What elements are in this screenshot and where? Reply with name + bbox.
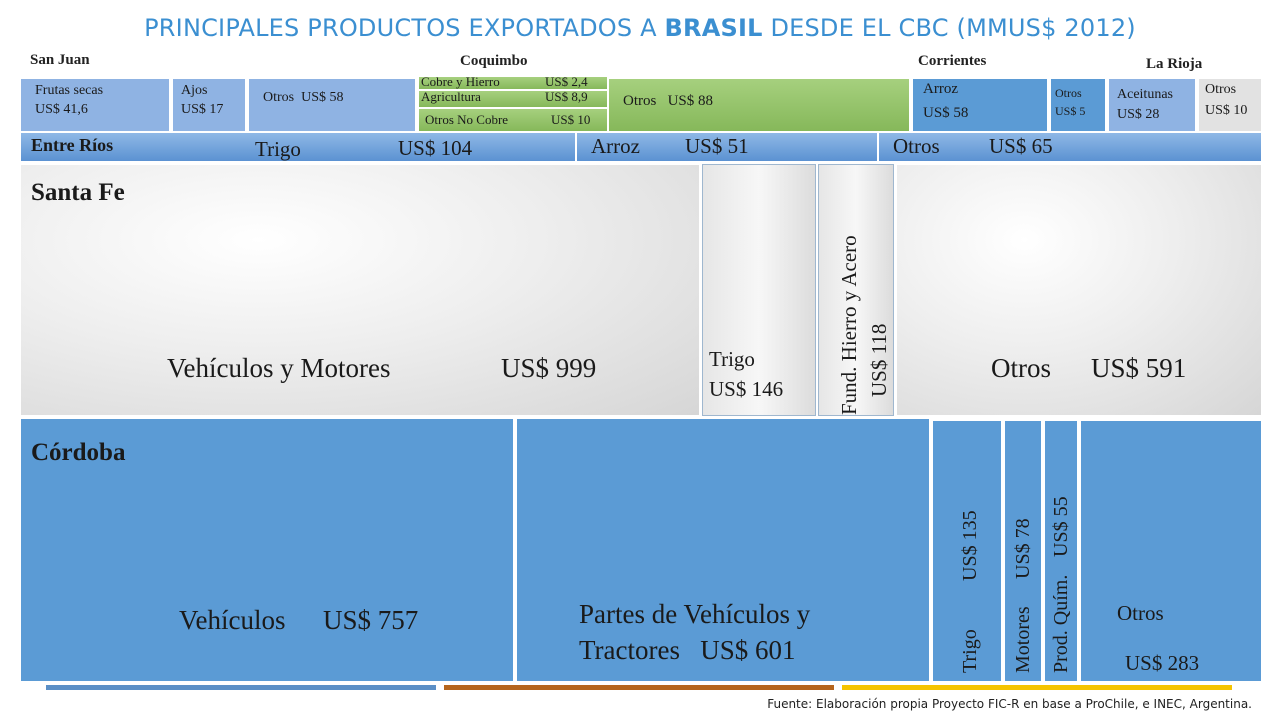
cell-santafe-vehiculos-motores: Santa Fe Vehículos y Motores US$ 999 [20,164,700,416]
cell-value: US$ 10 [551,112,591,127]
cell-label: Prod. Quím. [1050,574,1072,673]
cell-value: US$ 88 [667,93,714,109]
cell-value: US$ 283 [1125,651,1200,675]
cell-label: Otros [263,90,295,105]
cell-coquimbo-agricultura: Agricultura US$ 8,9 [418,90,608,108]
cell-label: Trigo [959,629,981,673]
region-label-santa-fe: Santa Fe [31,179,125,206]
cell-cordoba-motores: Motores US$ 78 [1004,420,1042,682]
cell-label: Ajos [181,83,208,98]
footer-line-brown [444,685,834,690]
cell-santafe-otros: Otros US$ 591 [896,164,1262,416]
cell-value: US$ 58 [301,90,344,105]
cell-value: US$ 28 [1117,107,1160,122]
cell-value: US$ 41,6 [35,102,88,117]
cell-label: Otros [1055,86,1082,100]
chart-title: PRINCIPALES PRODUCTOS EXPORTADOS A BRASI… [0,14,1280,42]
cell-label: Vehículos [179,605,286,635]
cell-santafe-fund-hierro: Fund. Hierro y Acero US$ 118 [818,164,894,416]
cell-label: Partes de Vehículos y [579,599,811,629]
cell-label: Arroz [923,81,958,97]
cell-value: US$ 8,9 [545,90,588,104]
cell-sanjuan-frutas: Frutas secas US$ 41,6 [20,78,170,132]
cell-label: Otros [991,353,1051,383]
title-text-end: DESDE EL CBC (MMUS$ 2012) [762,14,1136,42]
cell-value: US$ 104 [398,136,473,160]
footer-line-yellow [842,685,1232,690]
cell-value: US$ 135 [959,510,981,581]
region-label-san-juan: San Juan [30,52,90,68]
cell-cordoba-partes: Partes de Vehículos y Tractores US$ 601 [516,418,930,682]
cell-coquimbo-otros-88: Otros US$ 88 [608,78,910,132]
cell-text: Tractores US$ 601 [579,635,796,666]
cell-label: Otros [623,93,657,109]
footer-line-blue [46,685,436,690]
cell-cordoba-prod-quim: Prod. Quím. US$ 55 [1044,420,1078,682]
cell-label: Trigo [709,347,755,371]
cell-corrientes-arroz: Arroz US$ 58 [912,78,1048,132]
cell-value: US$ 51 [685,134,749,158]
cell-label: Otros [893,134,940,158]
cell-entrerios-otros: Otros US$ 65 [878,132,1262,162]
cell-label: Trigo [255,137,301,161]
cell-label: Agricultura [421,90,481,104]
cell-value: US$ 17 [181,102,224,117]
cell-cordoba-otros: Otros US$ 283 [1080,420,1262,682]
region-label-la-rioja: La Rioja [1146,56,1203,72]
cell-text: Otros US$ 58 [263,90,344,106]
region-label-coquimbo: Coquimbo [460,53,528,69]
cell-coquimbo-otros-no-cobre: Otros No Cobre US$ 10 [418,108,608,132]
region-label-corrientes: Corrientes [918,53,987,69]
cell-value: US$ 591 [1091,353,1187,383]
cell-value: US$ 146 [709,377,784,401]
cell-value: US$ 58 [923,105,969,121]
cell-label: Otros No Cobre [425,112,509,127]
cell-value: US$ 78 [1012,518,1034,579]
cell-value: US$ 757 [323,605,419,635]
cell-label: Vehículos y Motores [167,353,391,383]
cell-larioja-otros: Otros US$ 10 [1198,78,1262,132]
region-label-cordoba: Córdoba [31,439,126,466]
cell-value: US$ 65 [989,134,1053,158]
cell-label: Otros [1117,601,1164,625]
cell-text: Otros US$ 88 [623,93,713,110]
cell-coquimbo-cobre: Cobre y Hierro US$ 2,4 [418,76,608,90]
cell-value: US$ 10 [1205,103,1248,118]
cell-value: US$ 118 [867,323,891,397]
cell-value: US$ 601 [700,635,796,665]
cell-label: Cobre y Hierro [421,76,500,89]
cell-corrientes-otros: Otros US$ 5 [1050,78,1106,132]
cell-sanjuan-ajos: Ajos US$ 17 [172,78,246,132]
cell-value: US$ 2,4 [545,76,588,89]
cell-larioja-aceitunas: Aceitunas US$ 28 [1108,78,1196,132]
cell-cordoba-trigo: Trigo US$ 135 [932,420,1002,682]
source-note: Fuente: Elaboración propia Proyecto FIC-… [767,697,1252,711]
cell-label-line2: Tractores [579,635,680,665]
cell-label: Otros [1205,82,1237,97]
cell-entrerios-trigo: Entre Ríos Trigo US$ 104 [20,132,576,162]
title-text: PRINCIPALES PRODUCTOS EXPORTADOS A [144,14,665,42]
cell-label: Frutas secas [35,83,104,98]
cell-value: US$ 5 [1055,104,1086,118]
title-country: BRASIL [664,14,763,42]
cell-label: Fund. Hierro y Acero [837,235,861,415]
cell-label: Aceitunas [1117,87,1173,102]
cell-santafe-trigo: Trigo US$ 146 [702,164,816,416]
region-label-entre-rios: Entre Ríos [31,135,114,155]
cell-label: Arroz [591,134,640,158]
cell-entrerios-arroz: Arroz US$ 51 [576,132,878,162]
cell-value: US$ 55 [1050,496,1072,557]
cell-label: Motores [1012,606,1034,673]
cell-cordoba-vehiculos: Córdoba Vehículos US$ 757 [20,418,514,682]
cell-value: US$ 999 [501,353,597,383]
cell-coquimbo-otros-58: Otros US$ 58 [248,78,416,132]
